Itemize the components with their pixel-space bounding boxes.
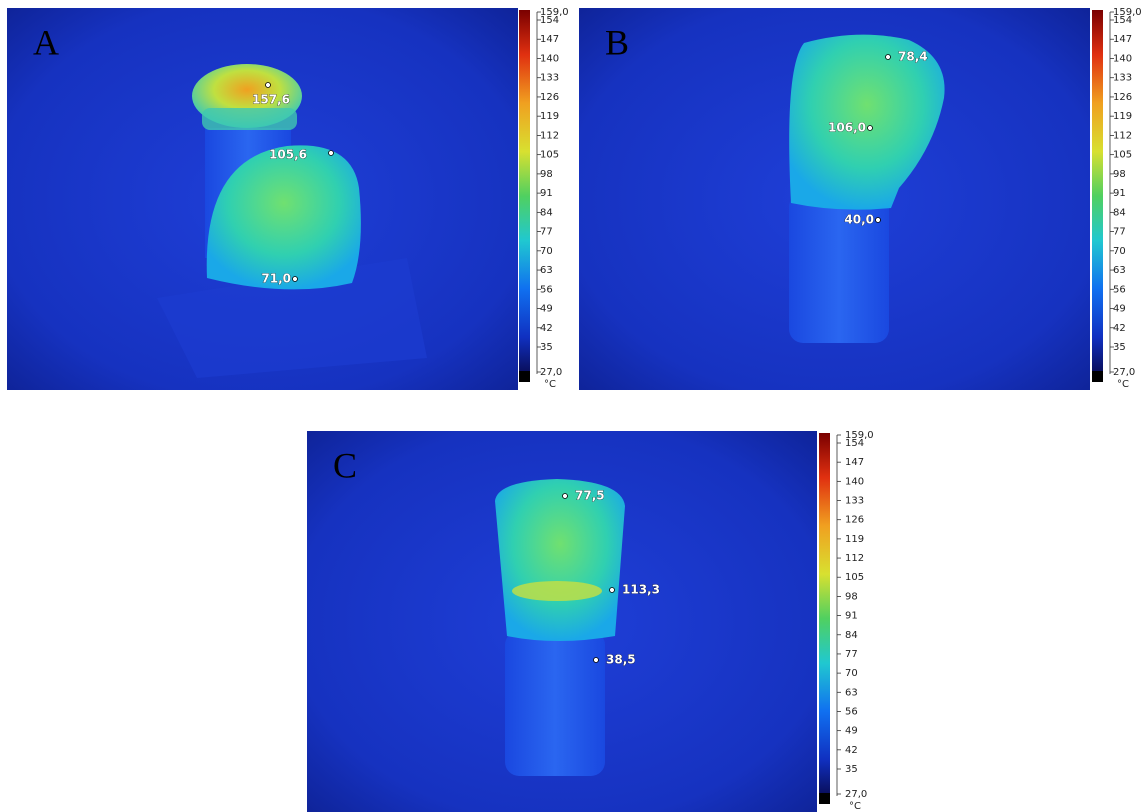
colorbar-label: 133 (540, 73, 559, 84)
colorbar-label: 84 (845, 630, 858, 641)
colorbar-label: 133 (1113, 73, 1132, 84)
colorbar-label: 27,0 (845, 789, 867, 800)
spot-reading: 105,6 (269, 148, 307, 162)
colorbar-label: 140 (845, 476, 864, 487)
spot-marker (329, 151, 334, 156)
colorbar-label: 140 (540, 53, 559, 64)
spot-reading: 77,5 (575, 489, 605, 503)
spot-marker (594, 658, 599, 663)
cylinder (789, 193, 889, 343)
colorbar-label: 105 (540, 150, 559, 161)
lid-band (202, 108, 297, 130)
colorbar-label: 154 (540, 15, 559, 26)
colorbar-label: 126 (845, 515, 864, 526)
spot-marker (868, 126, 873, 131)
colorbar-label: 49 (845, 726, 858, 737)
colorbar-label: 98 (540, 169, 553, 180)
cylinder (505, 631, 605, 776)
colorbar-label: 27,0 (1113, 367, 1135, 378)
colorbar-label: 63 (845, 687, 858, 698)
colorbar-label: 27,0 (540, 367, 562, 378)
panels: A157,6105,671,0159,015414714013312611911… (7, 7, 1142, 812)
sample (495, 479, 625, 641)
colorbar (1092, 10, 1103, 382)
spot-marker (610, 588, 615, 593)
thermal-panel: C77,5113,338,5159,0154147140133126119112… (307, 430, 874, 812)
colorbar-label: 84 (1113, 207, 1126, 218)
colorbar-label: 154 (845, 438, 864, 449)
colorbar-label: 147 (1113, 34, 1132, 45)
spot-marker (886, 55, 891, 60)
colorbar-label: 77 (1113, 227, 1126, 238)
colorbar-label: 98 (1113, 169, 1126, 180)
colorbar-label: 112 (1113, 130, 1132, 141)
colorbar-label: 154 (1113, 15, 1132, 26)
colorbar-label: 35 (1113, 342, 1126, 353)
colorbar-label: 91 (1113, 188, 1126, 199)
colorbar-label: 35 (845, 764, 858, 775)
colorbar-unit: °C (544, 379, 556, 390)
colorbar (519, 10, 530, 382)
spot-reading: 71,0 (261, 272, 291, 286)
colorbar-label: 98 (845, 591, 858, 602)
colorbar-label: 42 (540, 323, 553, 334)
colorbar-label: 42 (1113, 323, 1126, 334)
colorbar-label: 147 (845, 457, 864, 468)
colorbar-label: 63 (1113, 265, 1126, 276)
thermal-panel: A157,6105,671,0159,015414714013312611911… (7, 7, 569, 390)
colorbar-label: 140 (1113, 53, 1132, 64)
colorbar-label: 119 (540, 111, 559, 122)
spot-reading: 106,0 (828, 121, 866, 135)
colorbar-unit: °C (849, 801, 861, 812)
colorbar-label: 112 (845, 553, 864, 564)
colorbar-label: 35 (540, 342, 553, 353)
colorbar-label: 126 (540, 92, 559, 103)
colorbar (819, 433, 830, 804)
colorbar-label: 77 (845, 649, 858, 660)
spot-marker (266, 83, 271, 88)
spot-reading: 40,0 (844, 213, 874, 227)
colorbar-label: 112 (540, 130, 559, 141)
colorbar-label: 126 (1113, 92, 1132, 103)
colorbar-label: 49 (540, 304, 553, 315)
colorbar-label: 56 (845, 706, 858, 717)
colorbar-label: 70 (845, 668, 858, 679)
spot-reading: 157,6 (252, 93, 290, 107)
colorbar-label: 56 (540, 284, 553, 295)
colorbar-label: 133 (845, 496, 864, 507)
spot-reading: 113,3 (622, 583, 660, 597)
colorbar-label: 105 (845, 572, 864, 583)
panel-label: C (333, 445, 357, 485)
spot-marker (563, 494, 568, 499)
colorbar-label: 91 (845, 611, 858, 622)
colorbar-label: 147 (540, 34, 559, 45)
panel-label: B (605, 22, 629, 62)
colorbar-label: 77 (540, 227, 553, 238)
spot-reading: 38,5 (606, 653, 636, 667)
spot-reading: 78,4 (898, 50, 928, 64)
colorbar-label: 119 (1113, 111, 1132, 122)
colorbar-label: 91 (540, 188, 553, 199)
colorbar-unit: °C (1117, 379, 1129, 390)
panel-label: A (33, 22, 59, 62)
colorbar-label: 84 (540, 207, 553, 218)
spot-marker (293, 277, 298, 282)
colorbar-label: 119 (845, 534, 864, 545)
colorbar-label: 56 (1113, 284, 1126, 295)
colorbar-label: 105 (1113, 150, 1132, 161)
spot-marker (876, 218, 881, 223)
hot-band (512, 581, 602, 601)
colorbar-label: 49 (1113, 304, 1126, 315)
colorbar-label: 70 (1113, 246, 1126, 257)
figure: A157,6105,671,0159,015414714013312611911… (0, 0, 1148, 812)
colorbar-label: 42 (845, 745, 858, 756)
colorbar-label: 63 (540, 265, 553, 276)
colorbar-label: 70 (540, 246, 553, 257)
